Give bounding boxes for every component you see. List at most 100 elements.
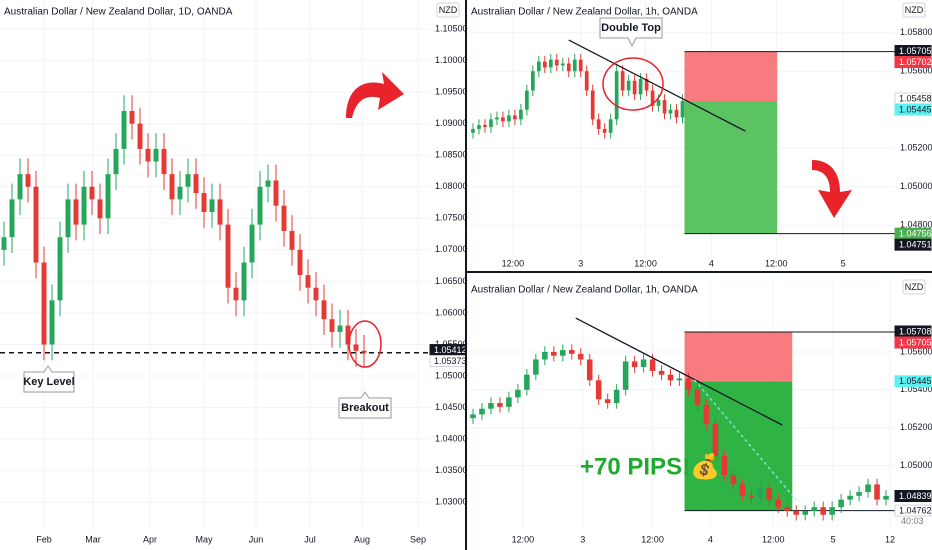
candle-body <box>337 325 343 332</box>
candle-body <box>9 199 15 238</box>
candle-body <box>25 174 31 187</box>
price-tag-label: 1.05705 <box>899 337 932 347</box>
highlight <box>348 320 382 368</box>
candle-body <box>662 100 667 114</box>
candle-body <box>703 404 710 424</box>
candle-body <box>483 125 487 128</box>
x-tick-label: 12 <box>885 534 895 544</box>
x-tick-label: Apr <box>143 534 157 544</box>
price-tag-label: 1.05445 <box>899 104 932 114</box>
candle-body <box>856 492 862 496</box>
candle-body <box>656 100 661 106</box>
x-tick-label: May <box>195 534 213 544</box>
candle-body <box>530 71 535 91</box>
currency: NZD <box>439 5 458 15</box>
candle-body <box>233 287 239 301</box>
candle-body <box>748 495 755 498</box>
candle-body <box>649 359 656 371</box>
currency-badge <box>436 2 460 18</box>
candle-body <box>225 224 231 288</box>
candle-body <box>650 90 655 106</box>
candle-body <box>757 488 764 498</box>
candle-body <box>17 174 23 200</box>
candle-body <box>568 350 575 354</box>
x-tick-label: 4 <box>708 534 713 544</box>
y-tick-label: 1.06500 <box>435 276 468 286</box>
y-tick-label: 1.05800 <box>900 27 932 37</box>
candle-body <box>525 90 529 110</box>
candle-body <box>273 180 279 206</box>
candle-body <box>479 408 485 415</box>
price-tag-label: 1.05458 <box>899 93 932 103</box>
price-tag-label: 1.05445 <box>899 376 932 386</box>
candle-body <box>471 128 475 133</box>
candle-body <box>626 80 631 91</box>
price-tag-label: 1.05373 <box>434 356 467 366</box>
y-tick-label: 1.05200 <box>900 422 932 432</box>
candle-body <box>477 125 481 129</box>
price-tag-label: 1.04839 <box>899 491 932 501</box>
candle-body <box>614 71 619 120</box>
candle-body <box>739 484 746 496</box>
y-tick-label: 1.08500 <box>435 150 468 160</box>
x-tick-label: Jul <box>304 534 316 544</box>
candle-body <box>129 111 135 124</box>
trend-line <box>568 39 746 132</box>
candle-body <box>674 109 679 118</box>
candle-body <box>572 59 577 72</box>
candle-body <box>497 403 503 407</box>
candle-body <box>811 507 817 511</box>
candle-body <box>257 186 263 225</box>
candle-body <box>620 71 625 91</box>
y-tick-label: 1.05000 <box>900 181 932 191</box>
price-tag-label: 1.05702 <box>899 57 932 67</box>
chart-title: Australian Dollar / New Zealand Dollar, … <box>4 7 233 18</box>
candle-body <box>353 344 359 351</box>
y-tick-label: 1.05600 <box>900 346 932 356</box>
trend-line <box>575 317 783 426</box>
candle-body <box>533 359 539 375</box>
y-tick-label: 1.03500 <box>435 465 468 475</box>
candle-body <box>105 174 111 219</box>
price-tag-label: 1.05412 <box>434 345 467 355</box>
candle-body <box>668 109 673 114</box>
candle-body <box>793 510 800 515</box>
candle-body <box>712 423 719 457</box>
candle-body <box>820 507 826 515</box>
candle-body <box>145 148 151 162</box>
candle-body <box>513 115 517 120</box>
candle-body <box>241 262 247 301</box>
candle-body <box>608 119 613 133</box>
currency: NZD <box>905 282 924 292</box>
candle-body <box>802 510 808 515</box>
y-tick-label: 1.05400 <box>900 384 932 394</box>
candle-body <box>676 378 683 381</box>
candle-body <box>548 59 553 68</box>
x-tick-label: Aug <box>354 534 370 544</box>
x-tick-label: 12:00 <box>502 258 525 268</box>
candle-body <box>721 456 728 475</box>
candle-body <box>680 101 685 118</box>
currency: NZD <box>905 5 924 15</box>
x-tick-label: 12:00 <box>512 534 535 544</box>
x-tick-label: 5 <box>841 258 846 268</box>
candle-body <box>506 397 512 407</box>
y-tick-label: 1.05200 <box>900 143 932 153</box>
callout <box>599 17 663 48</box>
annotation: Breakout <box>341 402 389 414</box>
y-tick-label: 1.07000 <box>435 244 468 254</box>
chart-title: Australian Dollar / New Zealand Dollar, … <box>471 7 698 18</box>
x-tick-label: Mar <box>85 534 101 544</box>
candle-body <box>169 174 175 200</box>
candle-body <box>73 199 79 225</box>
candle-body <box>1 237 7 250</box>
x-tick-label: 12:00 <box>641 534 664 544</box>
candle-body <box>584 71 589 91</box>
price-tag-label: 1.04751 <box>899 240 932 250</box>
candle-body <box>65 199 71 238</box>
arrow <box>346 72 404 118</box>
candle-body <box>501 117 505 122</box>
candle-body <box>596 119 601 129</box>
candle-body <box>694 389 701 405</box>
